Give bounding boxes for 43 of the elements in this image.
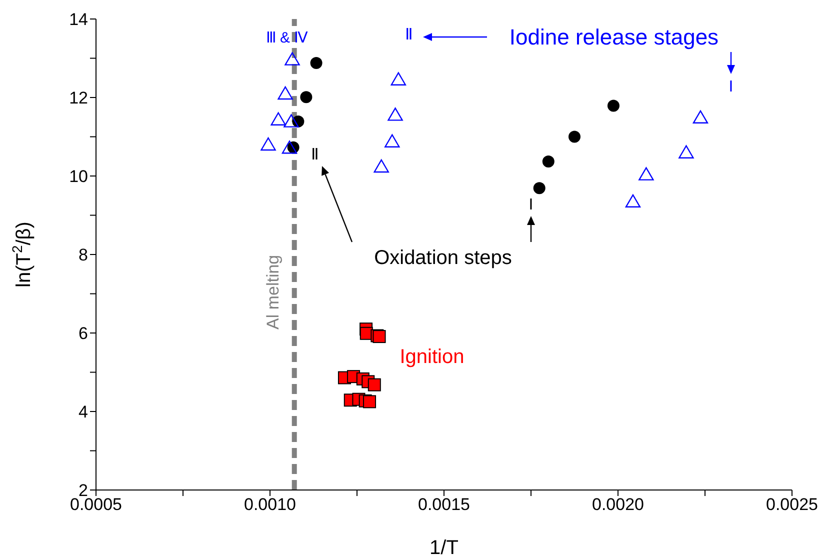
y-tick-label: 14 — [69, 10, 88, 30]
x-tick-label: 0.0010 — [244, 495, 296, 514]
annotation: I — [728, 78, 734, 96]
point — [284, 52, 300, 66]
point — [692, 110, 708, 124]
point — [533, 182, 546, 194]
point — [278, 86, 293, 100]
point — [368, 378, 381, 392]
y-tick-label: 8 — [78, 246, 88, 265]
x-tick-label: 0.0015 — [418, 495, 470, 514]
point — [388, 108, 403, 121]
point — [282, 140, 298, 154]
annotation: Ignition — [400, 346, 464, 368]
point — [300, 91, 312, 104]
ref-line-label: Al melting — [263, 254, 282, 330]
point — [568, 130, 580, 143]
point — [542, 155, 554, 168]
point — [384, 134, 400, 148]
point — [390, 72, 406, 86]
annotation: Iodine release stages — [509, 24, 719, 50]
point — [363, 395, 376, 408]
point — [625, 194, 641, 208]
point — [607, 100, 620, 112]
point — [678, 145, 694, 158]
point — [260, 137, 276, 151]
annotation: I — [528, 196, 534, 214]
point — [310, 56, 322, 69]
y-tick-label: 4 — [78, 402, 88, 422]
annotation: Oxidation steps — [374, 247, 512, 269]
annotation: Ⅱ — [311, 146, 319, 164]
point — [638, 167, 654, 180]
annotation: Ⅲ & Ⅳ — [266, 30, 308, 46]
y-tick-label: 10 — [69, 167, 88, 186]
point — [270, 112, 286, 126]
x-axis-title: 1/T — [430, 537, 458, 556]
y-tick-label: 12 — [69, 88, 88, 108]
x-tick-label: 0.0005 — [70, 495, 122, 514]
annotation: Ⅱ — [405, 26, 413, 44]
point — [284, 114, 299, 128]
x-tick-label: 0.0025 — [766, 495, 818, 514]
x-tick-label: 0.0020 — [592, 495, 644, 514]
y-tick-label: 6 — [78, 324, 88, 344]
point — [374, 159, 389, 173]
